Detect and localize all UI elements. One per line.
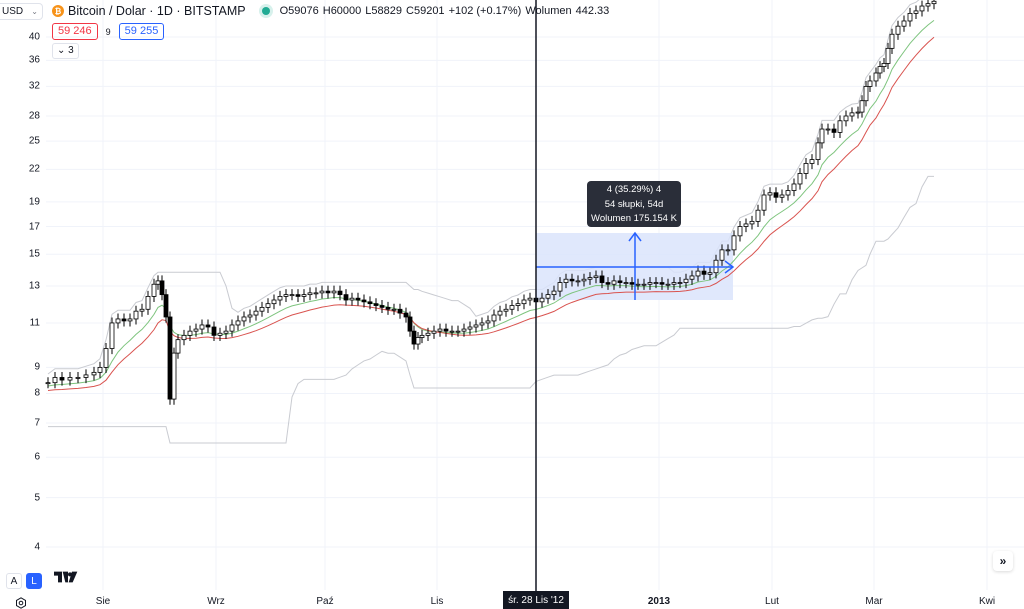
symbol-title[interactable]: Bitcoin / Dolar · 1D · BITSTAMP (68, 4, 246, 18)
price-tick: 28 (28, 110, 40, 122)
measure-volume: Wolumen 175.154 K (591, 213, 677, 224)
time-tick: Sie (95, 596, 111, 607)
time-tick: Paź (316, 596, 334, 607)
scroll-to-realtime-button[interactable]: » (993, 551, 1013, 571)
symbol-legend: ₿ Bitcoin / Dolar · 1D · BITSTAMP O59076… (52, 3, 613, 19)
price-tick: 25 (28, 135, 40, 147)
scale-toggles: A L (6, 573, 42, 589)
price-tick: 32 (28, 80, 40, 92)
price-tick: 8 (34, 387, 40, 399)
chevron-down-icon: ⌄ (57, 45, 69, 56)
time-tick: Mar (865, 596, 883, 607)
bitcoin-icon: ₿ (52, 5, 64, 17)
currency-label: USD (2, 6, 24, 17)
time-tick: Wrz (207, 596, 225, 607)
price-tick: 36 (28, 54, 40, 66)
time-tick: 2013 (647, 596, 671, 607)
price-tick: 6 (34, 451, 40, 463)
price-tick: 13 (28, 280, 40, 292)
ohlc-values: O59076 H60000 L58829 C59201 +102 (+0.17%) Wol… (279, 5, 610, 17)
crosshair-date-label: śr. 28 Lis '12 (503, 591, 569, 609)
price-tick: 22 (28, 163, 40, 175)
trade-prices: 59 246 9 59 255 (52, 23, 165, 40)
currency-selector[interactable]: USD ⌄ (0, 3, 43, 20)
price-tick: 17 (28, 221, 40, 233)
time-tick: Kwi (978, 596, 996, 607)
buy-button[interactable]: 59 255 (118, 23, 165, 40)
price-tick: 7 (34, 417, 40, 429)
time-tick: Lut (765, 596, 779, 607)
price-tick: 5 (34, 492, 40, 504)
log-scale-button[interactable]: L (26, 573, 42, 589)
price-tick: 9 (34, 361, 40, 373)
tradingview-logo-icon[interactable] (54, 570, 78, 584)
market-open-status-icon (261, 7, 270, 15)
sell-button[interactable]: 59 246 (52, 23, 98, 40)
price-tick: 4 (34, 541, 40, 553)
price-tick: 40 (28, 31, 40, 43)
double-chevron-right-icon: » (999, 554, 1007, 568)
price-tick: 19 (28, 196, 40, 208)
measure-bars: 54 słupki, 54d (604, 198, 664, 210)
price-tick: 15 (28, 248, 40, 260)
measure-tooltip: 4 (35.29%) 4 54 słupki, 54d Wolumen 175.… (587, 181, 681, 227)
indicators-collapse-button[interactable]: ⌄ 3 (52, 43, 79, 59)
auto-scale-button[interactable]: A (6, 573, 22, 589)
measure-change: 4 (35.29%) 4 (606, 184, 662, 195)
chevron-down-icon: ⌄ (31, 7, 38, 16)
settings-icon[interactable] (15, 597, 27, 609)
time-tick: Lis (430, 596, 444, 607)
price-tick: 11 (29, 317, 40, 329)
spread-value: 9 (105, 26, 111, 37)
price-axis[interactable]: 4 5 6 7 8 9 11 13 15 17 19 22 25 28 32 36 40 (0, 0, 46, 590)
